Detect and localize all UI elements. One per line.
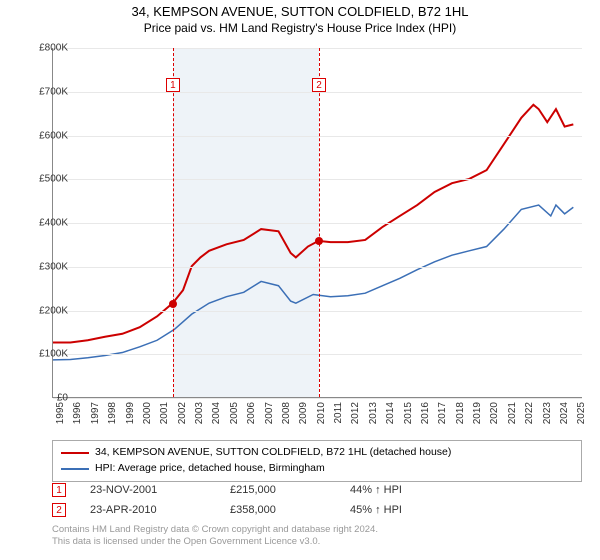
gridline bbox=[53, 311, 582, 312]
sales-date-2: 23-APR-2010 bbox=[90, 504, 230, 516]
legend-box: 34, KEMPSON AVENUE, SUTTON COLDFIELD, B7… bbox=[52, 440, 582, 482]
legend-label-price: 34, KEMPSON AVENUE, SUTTON COLDFIELD, B7… bbox=[95, 445, 451, 461]
title-subtitle: Price paid vs. HM Land Registry's House … bbox=[0, 21, 600, 37]
gridline bbox=[53, 136, 582, 137]
ytick-label: £500K bbox=[24, 174, 68, 185]
xtick-label: 2019 bbox=[472, 402, 483, 424]
chart-plot-area: 12 bbox=[52, 48, 582, 398]
xtick-label: 2013 bbox=[368, 402, 379, 424]
ytick-label: £600K bbox=[24, 130, 68, 141]
sales-marker-1: 1 bbox=[52, 483, 66, 497]
xtick-label: 2008 bbox=[281, 402, 292, 424]
xtick-label: 2006 bbox=[246, 402, 257, 424]
legend-item-hpi: HPI: Average price, detached house, Birm… bbox=[61, 461, 573, 477]
xtick-label: 2020 bbox=[489, 402, 500, 424]
xtick-label: 2022 bbox=[524, 402, 535, 424]
marker-box-1: 1 bbox=[166, 78, 180, 92]
ytick-label: £400K bbox=[24, 218, 68, 229]
xtick-label: 1995 bbox=[55, 402, 66, 424]
sales-row-2: 2 23-APR-2010 £358,000 45% ↑ HPI bbox=[52, 500, 470, 520]
xtick-label: 2011 bbox=[333, 402, 344, 424]
sales-row-1: 1 23-NOV-2001 £215,000 44% ↑ HPI bbox=[52, 480, 470, 500]
legend-item-price: 34, KEMPSON AVENUE, SUTTON COLDFIELD, B7… bbox=[61, 445, 573, 461]
marker-point-1 bbox=[169, 300, 177, 308]
xtick-label: 1997 bbox=[90, 402, 101, 424]
marker-line-1 bbox=[173, 48, 174, 397]
xtick-label: 1999 bbox=[125, 402, 136, 424]
legend-swatch-hpi bbox=[61, 468, 89, 470]
title-block: 34, KEMPSON AVENUE, SUTTON COLDFIELD, B7… bbox=[0, 0, 600, 36]
title-address: 34, KEMPSON AVENUE, SUTTON COLDFIELD, B7… bbox=[0, 4, 600, 21]
chart-container: 34, KEMPSON AVENUE, SUTTON COLDFIELD, B7… bbox=[0, 0, 600, 560]
xtick-label: 2000 bbox=[142, 402, 153, 424]
ytick-label: £200K bbox=[24, 305, 68, 316]
gridline bbox=[53, 354, 582, 355]
xtick-label: 2025 bbox=[576, 402, 587, 424]
footer-attribution: Contains HM Land Registry data © Crown c… bbox=[52, 524, 378, 549]
gridline bbox=[53, 179, 582, 180]
xtick-label: 2021 bbox=[507, 402, 518, 424]
xtick-label: 2010 bbox=[316, 402, 327, 424]
ytick-label: £300K bbox=[24, 261, 68, 272]
xtick-label: 2023 bbox=[542, 402, 553, 424]
sales-pct-1: 44% ↑ HPI bbox=[350, 484, 470, 496]
xtick-label: 2015 bbox=[403, 402, 414, 424]
xtick-label: 2004 bbox=[211, 402, 222, 424]
ytick-label: £700K bbox=[24, 86, 68, 97]
gridline bbox=[53, 267, 582, 268]
xtick-label: 2005 bbox=[229, 402, 240, 424]
xtick-label: 2003 bbox=[194, 402, 205, 424]
xtick-label: 2016 bbox=[420, 402, 431, 424]
gridline bbox=[53, 398, 582, 399]
footer-line2: This data is licensed under the Open Gov… bbox=[52, 536, 378, 548]
sales-price-2: £358,000 bbox=[230, 504, 350, 516]
xtick-label: 2001 bbox=[159, 402, 170, 424]
marker-line-2 bbox=[319, 48, 320, 397]
legend-label-hpi: HPI: Average price, detached house, Birm… bbox=[95, 461, 325, 477]
sales-marker-2: 2 bbox=[52, 503, 66, 517]
sales-date-1: 23-NOV-2001 bbox=[90, 484, 230, 496]
ytick-label: £100K bbox=[24, 349, 68, 360]
xtick-label: 2018 bbox=[455, 402, 466, 424]
footer-line1: Contains HM Land Registry data © Crown c… bbox=[52, 524, 378, 536]
xtick-label: 2002 bbox=[177, 402, 188, 424]
marker-point-2 bbox=[315, 237, 323, 245]
gridline bbox=[53, 223, 582, 224]
xtick-label: 2009 bbox=[298, 402, 309, 424]
xtick-label: 2024 bbox=[559, 402, 570, 424]
xtick-label: 2017 bbox=[437, 402, 448, 424]
sales-pct-2: 45% ↑ HPI bbox=[350, 504, 470, 516]
gridline bbox=[53, 48, 582, 49]
xtick-label: 2007 bbox=[264, 402, 275, 424]
ytick-label: £800K bbox=[24, 43, 68, 54]
xtick-label: 2012 bbox=[350, 402, 361, 424]
xtick-label: 2014 bbox=[385, 402, 396, 424]
sales-price-1: £215,000 bbox=[230, 484, 350, 496]
series-hpi bbox=[53, 205, 573, 360]
xtick-label: 1996 bbox=[72, 402, 83, 424]
marker-box-2: 2 bbox=[312, 78, 326, 92]
xtick-label: 1998 bbox=[107, 402, 118, 424]
sales-table: 1 23-NOV-2001 £215,000 44% ↑ HPI 2 23-AP… bbox=[52, 480, 470, 520]
legend-swatch-price bbox=[61, 452, 89, 454]
